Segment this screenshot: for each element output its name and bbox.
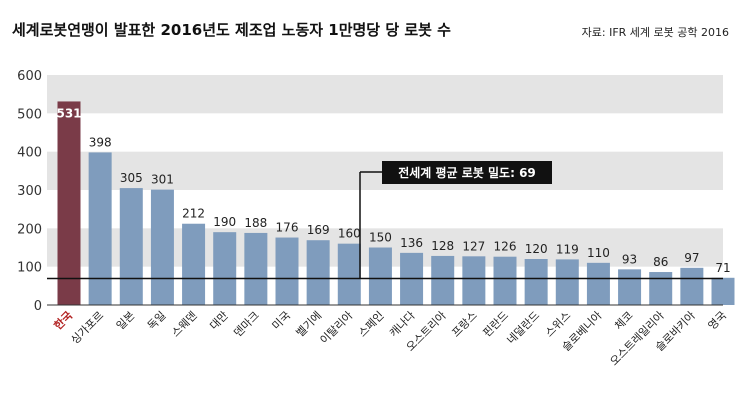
bar [555,259,579,305]
bar [150,189,174,305]
bar [337,243,361,305]
category-label: 오스트레일리아 [607,308,667,368]
category-label: 미국 [270,309,294,333]
data-label: 86 [653,255,668,269]
category-label: 스페인 [356,309,387,340]
bar [462,256,486,305]
average-note-label: 전세계 평균 로봇 밀도: 69 [398,165,536,180]
bar [182,223,206,305]
data-label: 190 [213,215,236,229]
data-label: 398 [89,135,112,149]
category-label: 싱가포르 [68,309,106,347]
category-label: 독일 [144,308,168,332]
data-label: 127 [462,239,485,253]
data-label: 160 [338,227,361,241]
data-label: 119 [556,242,579,256]
category-label: 대만 [207,309,231,333]
bar [524,259,548,305]
bar [649,272,673,305]
category-label: 프랑스 [449,309,480,340]
chart-title: 세계로봇연맹이 발표한 2016년도 제조업 노동자 1만명당 당 로봇 수 [12,21,451,39]
bar [275,237,299,305]
bar [368,247,392,305]
category-label: 한국 [51,308,75,332]
data-label: 305 [120,171,143,185]
category-label: 영국 [706,309,730,333]
data-label: 110 [587,246,610,260]
data-label: 136 [400,236,423,250]
data-label: 120 [525,242,548,256]
bar [711,277,735,305]
bar [493,256,517,305]
bar [119,188,143,305]
category-label: 일본 [113,308,137,332]
data-label: 169 [307,223,330,237]
bar [213,232,237,305]
bar [431,255,455,305]
data-label: 128 [431,239,454,253]
y-tick-label: 500 [17,107,42,122]
bar [88,152,112,305]
average-note-box [382,161,552,184]
y-tick-label: 600 [17,69,42,84]
y-tick-label: 300 [17,184,42,199]
data-label: 150 [369,231,392,245]
grid-band [47,75,723,114]
y-tick-label: 0 [34,299,42,314]
data-label: 97 [684,251,699,265]
y-tick-label: 100 [17,261,42,276]
category-label: 네덜란드 [504,309,542,347]
data-label: 176 [276,221,299,235]
data-label: 71 [715,261,730,275]
category-label: 이탈리아 [318,309,356,347]
bar [680,267,704,305]
data-label: 212 [182,207,205,221]
bar [618,269,642,305]
data-label: 301 [151,173,174,187]
bar [586,262,610,305]
y-tick-label: 400 [17,146,42,161]
bar [244,232,268,305]
data-label: 531 [56,106,81,120]
data-label: 126 [494,240,517,254]
bar [306,240,330,305]
category-label: 스웨덴 [169,309,200,340]
category-label: 체코 [612,309,636,333]
category-label: 덴마크 [231,309,262,340]
data-label: 93 [622,252,637,266]
y-tick-label: 200 [17,222,42,237]
bar-highlight [57,101,81,305]
data-label: 188 [244,216,267,230]
chart-source: 자료: IFR 세계 로봇 공학 2016 [581,26,729,39]
